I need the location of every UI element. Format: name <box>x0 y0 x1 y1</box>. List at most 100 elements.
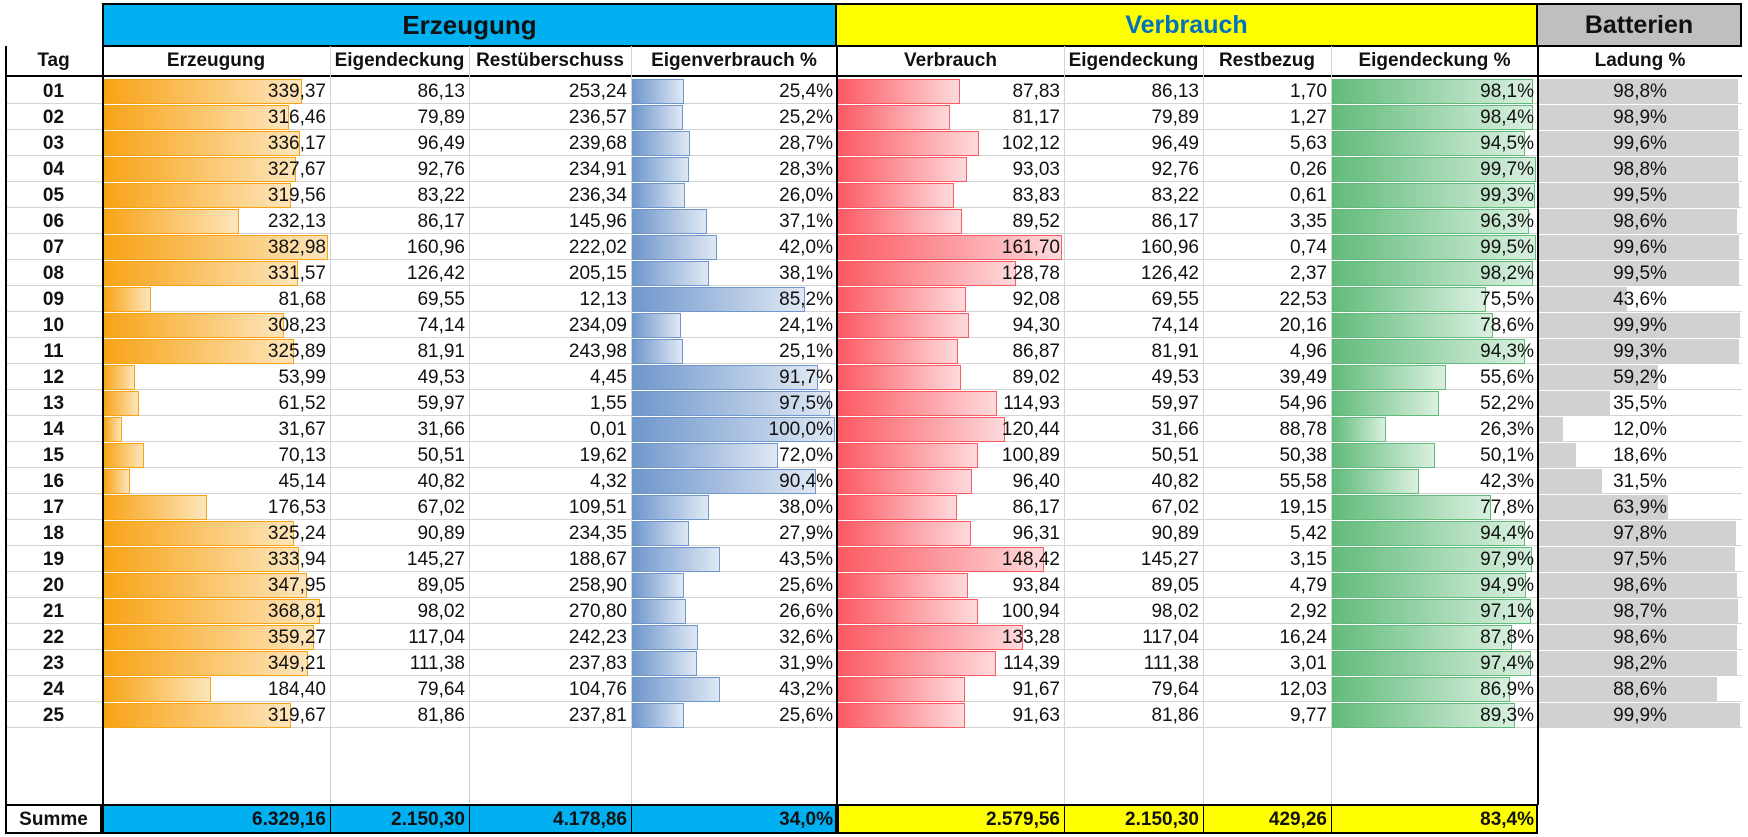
erzeugung-cell[interactable]: 349,21 <box>267 652 326 674</box>
eigendeckung_pct-cell[interactable]: 94,5% <box>1480 132 1534 154</box>
restbezug-cell[interactable]: 4,96 <box>1290 340 1327 362</box>
restbezug-cell[interactable]: 0,61 <box>1290 184 1327 206</box>
restbezug-cell[interactable]: 2,37 <box>1290 262 1327 284</box>
verbrauch-cell[interactable]: 91,67 <box>1012 678 1060 700</box>
eigendeckung2-cell[interactable]: 67,02 <box>1151 496 1199 518</box>
verbrauch-cell[interactable]: 89,52 <box>1012 210 1060 232</box>
verbrauch-cell[interactable]: 92,08 <box>1012 288 1060 310</box>
eigendeckung_pct-cell[interactable]: 99,3% <box>1480 184 1534 206</box>
verbrauch-cell[interactable]: 120,44 <box>1001 418 1060 440</box>
summe-eigenverbrauch_pct[interactable]: 34,0% <box>779 808 833 830</box>
eigenverbrauch_pct-cell[interactable]: 38,0% <box>779 496 833 518</box>
tag-cell[interactable]: 19 <box>42 548 65 570</box>
tag-cell[interactable]: 04 <box>42 158 65 180</box>
erzeugung-cell[interactable]: 308,23 <box>267 314 326 336</box>
erzeugung-cell[interactable]: 31,67 <box>278 418 326 440</box>
eigendeckung_pct-cell[interactable]: 87,8% <box>1480 626 1534 648</box>
restueberschuss-cell[interactable]: 0,01 <box>590 418 627 440</box>
eigenverbrauch_pct-cell[interactable]: 25,6% <box>779 574 833 596</box>
restueberschuss-cell[interactable]: 145,96 <box>568 210 627 232</box>
ladung_pct-cell[interactable]: 97,8% <box>1613 522 1667 544</box>
tag-cell[interactable]: 11 <box>43 340 64 362</box>
tag-cell[interactable]: 13 <box>42 392 65 414</box>
eigendeckung1-cell[interactable]: 126,42 <box>406 262 465 284</box>
restueberschuss-cell[interactable]: 253,24 <box>568 80 627 102</box>
ladung_pct-cell[interactable]: 99,5% <box>1613 184 1667 206</box>
eigendeckung_pct-cell[interactable]: 98,4% <box>1480 106 1534 128</box>
eigendeckung2-cell[interactable]: 90,89 <box>1151 522 1199 544</box>
eigendeckung2-cell[interactable]: 86,17 <box>1151 210 1199 232</box>
tag-cell[interactable]: 21 <box>42 600 65 622</box>
column-header-eigendeckung2[interactable]: Eigendeckung <box>1064 46 1203 77</box>
group-header-erzeugung[interactable]: Erzeugung <box>102 3 837 47</box>
verbrauch-cell[interactable]: 100,89 <box>1001 444 1060 466</box>
tag-cell[interactable]: 10 <box>42 314 65 336</box>
erzeugung-cell[interactable]: 184,40 <box>267 678 326 700</box>
eigendeckung1-cell[interactable]: 89,05 <box>417 574 465 596</box>
eigendeckung2-cell[interactable]: 98,02 <box>1151 600 1199 622</box>
eigendeckung1-cell[interactable]: 83,22 <box>417 184 465 206</box>
verbrauch-cell[interactable]: 114,93 <box>1003 392 1060 414</box>
eigendeckung2-cell[interactable]: 79,89 <box>1151 106 1199 128</box>
eigenverbrauch_pct-cell[interactable]: 26,0% <box>779 184 833 206</box>
eigendeckung1-cell[interactable]: 111,38 <box>409 652 465 674</box>
restbezug-cell[interactable]: 22,53 <box>1279 288 1327 310</box>
ladung_pct-cell[interactable]: 88,6% <box>1613 678 1667 700</box>
summe-verbrauch[interactable]: 2.579,56 <box>986 808 1060 830</box>
eigendeckung1-cell[interactable]: 96,49 <box>417 132 465 154</box>
eigendeckung1-cell[interactable]: 69,55 <box>417 288 465 310</box>
ladung_pct-cell[interactable]: 98,9% <box>1613 106 1667 128</box>
restueberschuss-cell[interactable]: 234,91 <box>568 158 627 180</box>
tag-cell[interactable]: 02 <box>42 106 65 128</box>
eigendeckung1-cell[interactable]: 81,91 <box>417 340 465 362</box>
tag-cell[interactable]: 05 <box>42 184 65 206</box>
eigendeckung1-cell[interactable]: 31,66 <box>417 418 465 440</box>
eigendeckung_pct-cell[interactable]: 55,6% <box>1480 366 1534 388</box>
ladung_pct-cell[interactable]: 99,9% <box>1613 704 1667 726</box>
eigendeckung1-cell[interactable]: 49,53 <box>417 366 465 388</box>
eigendeckung2-cell[interactable]: 49,53 <box>1151 366 1199 388</box>
eigendeckung2-cell[interactable]: 126,42 <box>1140 262 1199 284</box>
erzeugung-cell[interactable]: 339,37 <box>267 80 326 102</box>
erzeugung-cell[interactable]: 359,27 <box>267 626 326 648</box>
erzeugung-cell[interactable]: 333,94 <box>267 548 326 570</box>
eigendeckung_pct-cell[interactable]: 94,3% <box>1480 340 1534 362</box>
eigendeckung_pct-cell[interactable]: 97,1% <box>1480 600 1534 622</box>
eigendeckung2-cell[interactable]: 145,27 <box>1140 548 1199 570</box>
restbezug-cell[interactable]: 4,79 <box>1290 574 1327 596</box>
column-header-erzeugung[interactable]: Erzeugung <box>102 46 330 77</box>
tag-cell[interactable]: 16 <box>42 470 65 492</box>
eigenverbrauch_pct-cell[interactable]: 90,4% <box>779 470 833 492</box>
ladung_pct-cell[interactable]: 98,6% <box>1613 574 1667 596</box>
verbrauch-cell[interactable]: 81,17 <box>1012 106 1060 128</box>
column-header-tag[interactable]: Tag <box>5 46 102 77</box>
erzeugung-cell[interactable]: 331,57 <box>267 262 326 284</box>
verbrauch-cell[interactable]: 86,87 <box>1012 340 1060 362</box>
restbezug-cell[interactable]: 5,63 <box>1290 132 1327 154</box>
ladung_pct-cell[interactable]: 99,3% <box>1613 340 1667 362</box>
tag-cell[interactable]: 20 <box>42 574 65 596</box>
ladung_pct-cell[interactable]: 99,9% <box>1613 314 1667 336</box>
restueberschuss-cell[interactable]: 188,67 <box>568 548 627 570</box>
eigenverbrauch_pct-cell[interactable]: 85,2% <box>779 288 833 310</box>
erzeugung-cell[interactable]: 316,46 <box>267 106 326 128</box>
ladung_pct-cell[interactable]: 43,6% <box>1613 288 1667 310</box>
eigendeckung2-cell[interactable]: 81,86 <box>1151 704 1199 726</box>
verbrauch-cell[interactable]: 91,63 <box>1012 704 1060 726</box>
restueberschuss-cell[interactable]: 104,76 <box>568 678 627 700</box>
erzeugung-cell[interactable]: 53,99 <box>278 366 326 388</box>
ladung_pct-cell[interactable]: 99,5% <box>1613 262 1667 284</box>
tag-cell[interactable]: 17 <box>42 496 65 518</box>
summe-eigendeckung_pct[interactable]: 83,4% <box>1480 808 1534 830</box>
restbezug-cell[interactable]: 3,15 <box>1290 548 1327 570</box>
eigendeckung1-cell[interactable]: 90,89 <box>417 522 465 544</box>
eigenverbrauch_pct-cell[interactable]: 25,2% <box>779 106 833 128</box>
eigendeckung2-cell[interactable]: 40,82 <box>1151 470 1199 492</box>
eigendeckung_pct-cell[interactable]: 75,5% <box>1480 288 1534 310</box>
restbezug-cell[interactable]: 19,15 <box>1279 496 1327 518</box>
eigenverbrauch_pct-cell[interactable]: 25,1% <box>779 340 833 362</box>
tag-cell[interactable]: 08 <box>42 262 65 284</box>
ladung_pct-cell[interactable]: 98,8% <box>1613 158 1667 180</box>
eigendeckung1-cell[interactable]: 79,64 <box>417 678 465 700</box>
erzeugung-cell[interactable]: 336,17 <box>267 132 326 154</box>
